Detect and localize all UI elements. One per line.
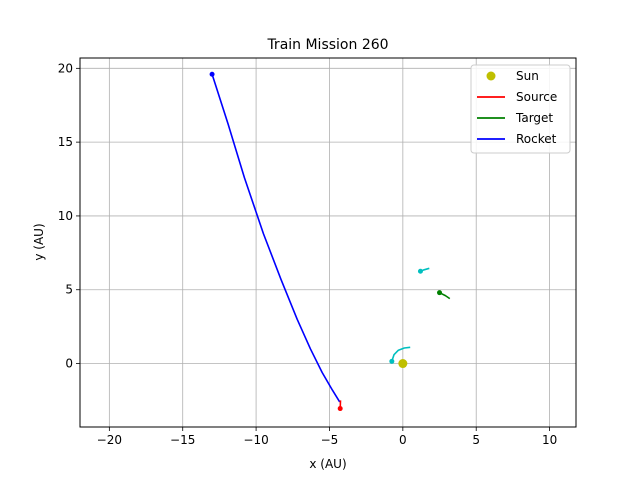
- legend-sun-label: Sun: [516, 69, 539, 83]
- legend-rocket-label: Rocket: [516, 132, 557, 146]
- legend-sun-swatch: [486, 71, 496, 81]
- sun-marker: [398, 359, 408, 369]
- chart-title: Train Mission 260: [266, 37, 388, 53]
- y-tick-label: 10: [58, 209, 73, 223]
- x-tick-label: 0: [399, 433, 407, 447]
- source-marker: [337, 406, 343, 412]
- y-tick-label: 15: [58, 135, 73, 149]
- orbit-short-marker: [417, 268, 423, 274]
- series-layer: [209, 71, 451, 412]
- orbit-arc-line: [391, 346, 411, 362]
- y-tick-label: 0: [65, 357, 73, 371]
- y-tick-label: 5: [65, 283, 73, 297]
- plot-frame: [79, 57, 577, 428]
- y-axis-ticks: 0 5 10 15 20: [58, 61, 80, 371]
- legend-box: [470, 64, 571, 154]
- y-tick-label: 20: [58, 61, 73, 75]
- x-tick-label: −10: [243, 433, 268, 447]
- orbit-arc-marker: [389, 358, 395, 364]
- x-axis-label: x (AU): [309, 457, 346, 471]
- target-marker: [437, 290, 443, 296]
- x-axis-ticks: −20 −15 −10 −5 0 5 10: [97, 427, 557, 447]
- y-axis-label: y (AU): [32, 223, 46, 260]
- rocket-line: [211, 73, 341, 403]
- x-tick-label: 5: [472, 433, 480, 447]
- x-tick-label: −20: [97, 433, 122, 447]
- x-tick-label: −15: [170, 433, 195, 447]
- x-tick-label: 10: [542, 433, 557, 447]
- legend: Sun Source Target Rocket: [470, 64, 571, 154]
- x-tick-label: −5: [321, 433, 339, 447]
- rocket-marker: [209, 71, 215, 77]
- legend-target-label: Target: [515, 111, 553, 125]
- legend-source-label: Source: [516, 90, 557, 104]
